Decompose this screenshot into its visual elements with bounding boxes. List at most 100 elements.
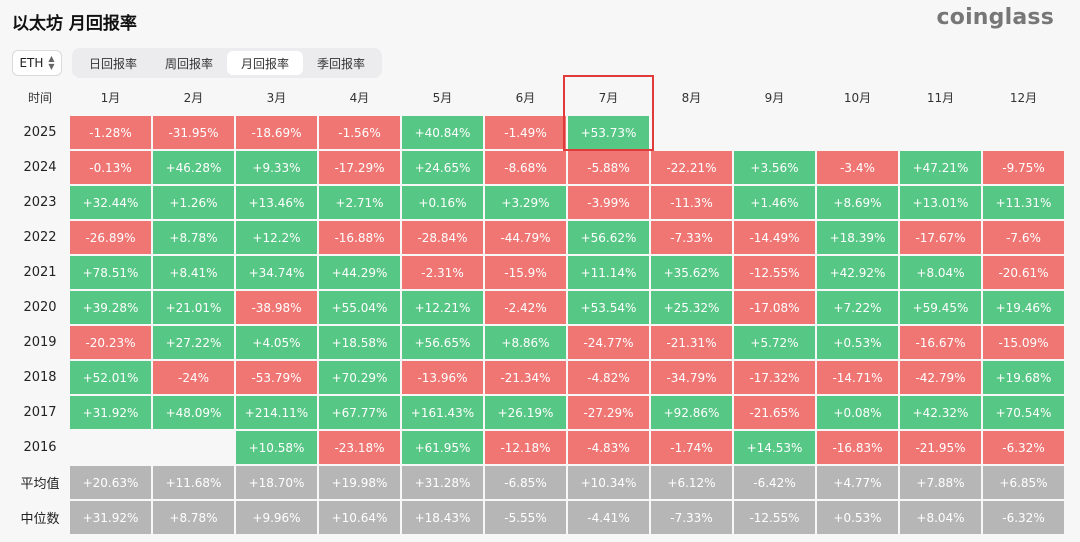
return-cell: +56.62% [568,221,649,254]
return-cell: -6.85% [485,466,566,499]
tab-daily[interactable]: 日回报率 [89,56,138,71]
asset-select[interactable]: ETH ▲ ▼ [12,50,62,76]
return-cell: -4.41% [568,501,649,534]
return-cell: +25.32% [651,291,732,324]
return-cell: -7.33% [651,221,732,254]
return-cell: -17.29% [319,151,400,184]
empty-cell [70,431,151,464]
return-cell: +10.34% [568,466,649,499]
return-cell: -42.79% [900,361,981,394]
row-year-label: 2022 [23,230,57,245]
tab-quarterly[interactable]: 季回报率 [317,56,366,71]
summary-row-label: 中位数 [20,512,60,527]
return-cell: -34.79% [651,361,732,394]
return-cell: +46.28% [153,151,234,184]
return-cell: +7.88% [900,466,981,499]
return-cell: -14.71% [817,361,898,394]
return-cell: +70.54% [983,396,1064,429]
return-cell: -12.55% [734,501,815,534]
return-cell: -1.74% [651,431,732,464]
return-cell: +0.08% [817,396,898,429]
column-header-month: 3月 [266,91,287,105]
return-cell: -38.98% [236,291,317,324]
tab-weekly[interactable]: 周回报率 [165,56,214,71]
return-cell: +2.71% [319,186,400,219]
table-header-row: 时间 1月 2月 3月 4月 5月 6月 7月 8月 9月 10月 11月 12月 [12,81,1064,114]
coinglass-logo[interactable]: coinglass [936,5,1054,30]
return-cell: +31.92% [70,501,151,534]
summary-row: 平均值 +20.63% +11.68% +18.70% +19.98% +31.28% -6… [12,466,1064,499]
table-row: 2023 +32.44% +1.26% +13.46% +2.71% +0.16% +3.2… [12,186,1064,219]
table-row: 2016 +10.58% -23.18% +61.95% -12.18% -4.83% -1… [12,431,1064,464]
summary-row-label: 平均值 [20,477,60,492]
return-cell: -2.42% [485,291,566,324]
row-year-label: 2017 [23,405,57,420]
return-cell: +1.46% [734,186,815,219]
return-cell: +8.41% [153,256,234,289]
column-header-month: 4月 [349,91,370,105]
return-cell: +8.69% [817,186,898,219]
return-cell: +11.14% [568,256,649,289]
return-cell: +214.11% [236,396,317,429]
column-header-month: 9月 [764,91,785,105]
return-cell: +55.04% [319,291,400,324]
return-cell: -1.56% [319,116,400,149]
return-cell: +78.51% [70,256,151,289]
column-header-month: 6月 [515,91,536,105]
return-cell: +9.33% [236,151,317,184]
return-cell: -9.75% [983,151,1064,184]
return-cell: +161.43% [402,396,483,429]
return-cell: +12.2% [236,221,317,254]
return-cell: -24.77% [568,326,649,359]
return-cell: -27.29% [568,396,649,429]
row-year-label: 2019 [23,335,57,350]
empty-cell [153,431,234,464]
return-cell: -23.18% [319,431,400,464]
return-cell: -17.67% [900,221,981,254]
return-cell: -53.79% [236,361,317,394]
return-cell: +39.28% [70,291,151,324]
return-cell: -16.83% [817,431,898,464]
return-cell: -12.18% [485,431,566,464]
period-tabs: 日回报率 周回报率 月回报率 季回报率 [72,48,383,78]
return-cell: +92.86% [651,396,732,429]
return-cell: -17.08% [734,291,815,324]
row-year-label: 2018 [23,370,57,385]
return-cell: +3.29% [485,186,566,219]
return-cell: -3.4% [817,151,898,184]
return-cell: -8.68% [485,151,566,184]
return-cell: -5.55% [485,501,566,534]
return-cell: +4.05% [236,326,317,359]
return-cell: +42.32% [900,396,981,429]
return-cell: +11.68% [153,466,234,499]
return-cell: -16.67% [900,326,981,359]
return-cell: -15.9% [485,256,566,289]
return-cell: +14.53% [734,431,815,464]
return-cell: -7.33% [651,501,732,534]
return-cell: +9.96% [236,501,317,534]
return-cell: -24% [153,361,234,394]
return-cell: -26.89% [70,221,151,254]
column-header-month: 2月 [183,91,204,105]
return-cell: +6.12% [651,466,732,499]
return-cell: -28.84% [402,221,483,254]
return-cell: +34.74% [236,256,317,289]
return-cell: +53.54% [568,291,649,324]
return-cell: -20.23% [70,326,151,359]
row-year-label: 2025 [23,125,57,140]
return-cell: -21.65% [734,396,815,429]
column-header-month: 5月 [432,91,453,105]
return-cell: +3.56% [734,151,815,184]
return-cell: +13.01% [900,186,981,219]
tab-monthly[interactable]: 月回报率 [227,51,304,75]
return-cell: +19.98% [319,466,400,499]
return-cell: +44.29% [319,256,400,289]
return-cell: +8.04% [900,256,981,289]
return-cell: -17.32% [734,361,815,394]
return-cell: +8.78% [153,221,234,254]
return-cell: +27.22% [153,326,234,359]
summary-row: 中位数 +31.92% +8.78% +9.96% +10.64% +18.43% -5.5… [12,501,1064,534]
return-cell: -1.28% [70,116,151,149]
return-cell: -31.95% [153,116,234,149]
return-cell: +19.46% [983,291,1064,324]
